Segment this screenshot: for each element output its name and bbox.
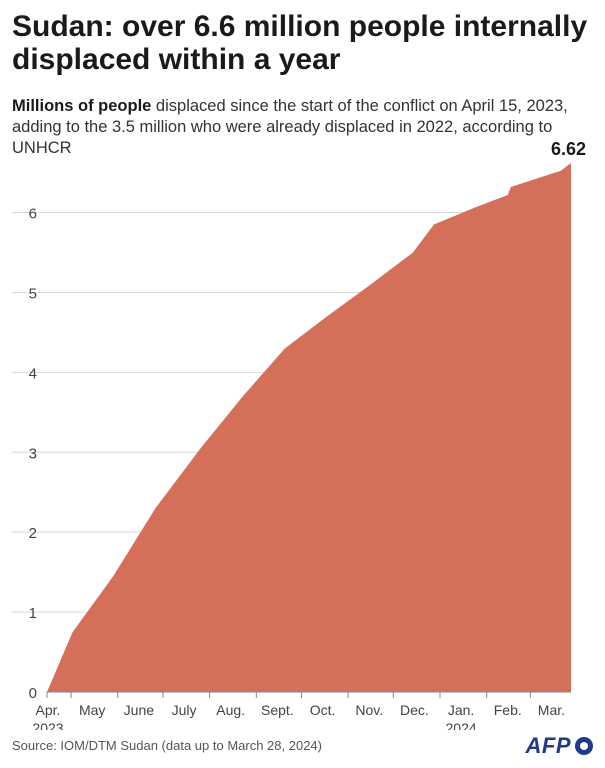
x-tick-label-7: Nov. [355, 702, 383, 718]
x-tick-label-8: Dec. [400, 702, 429, 718]
x-tick-label-0: Apr. [36, 702, 61, 718]
x-tick-label-2: June [124, 702, 155, 718]
subtitle-text: displaced since the start of the conflic… [12, 97, 568, 157]
logo-dot-icon [575, 737, 593, 755]
y-tick-label-6: 6 [29, 206, 37, 223]
chart-subtitle: Millions of people displaced since the s… [12, 96, 597, 159]
x-tick-label-5: Sept. [261, 702, 294, 718]
afp-logo: AFP [525, 733, 593, 759]
x-tick-label-10: Feb. [494, 702, 522, 718]
x-tick-label-1: May [79, 702, 105, 718]
y-tick-label-4: 4 [29, 365, 37, 382]
area-series [47, 163, 571, 692]
end-value-label: 6.62 [551, 140, 586, 159]
y-tick-label-3: 3 [29, 445, 37, 462]
area-chart: 0 1 2 3 4 5 6 Apr. 2023 May June July Aug. Sept. Oct. N… [12, 140, 586, 730]
source-note: Source: IOM/DTM Sudan (data up to March … [12, 738, 322, 753]
subtitle-bold: Millions of people [12, 97, 152, 115]
x-tick-label-11: Mar. [538, 702, 565, 718]
y-tick-label-5: 5 [29, 285, 37, 302]
x-tick-label-9: Jan. [448, 702, 474, 718]
x-tick-label-6: Oct. [310, 702, 336, 718]
y-tick-label-2: 2 [29, 525, 37, 542]
x-tick-year-label-0: 2023 [32, 720, 63, 730]
logo-text: AFP [525, 733, 571, 758]
x-tick-year-label-9: 2024 [446, 720, 477, 730]
y-tick-label-0: 0 [29, 685, 37, 702]
x-tick-label-4: Aug. [216, 702, 245, 718]
chart-title: Sudan: over 6.6 million people internall… [12, 10, 588, 76]
x-tick-label-3: July [172, 702, 197, 718]
y-tick-label-1: 1 [29, 605, 37, 622]
